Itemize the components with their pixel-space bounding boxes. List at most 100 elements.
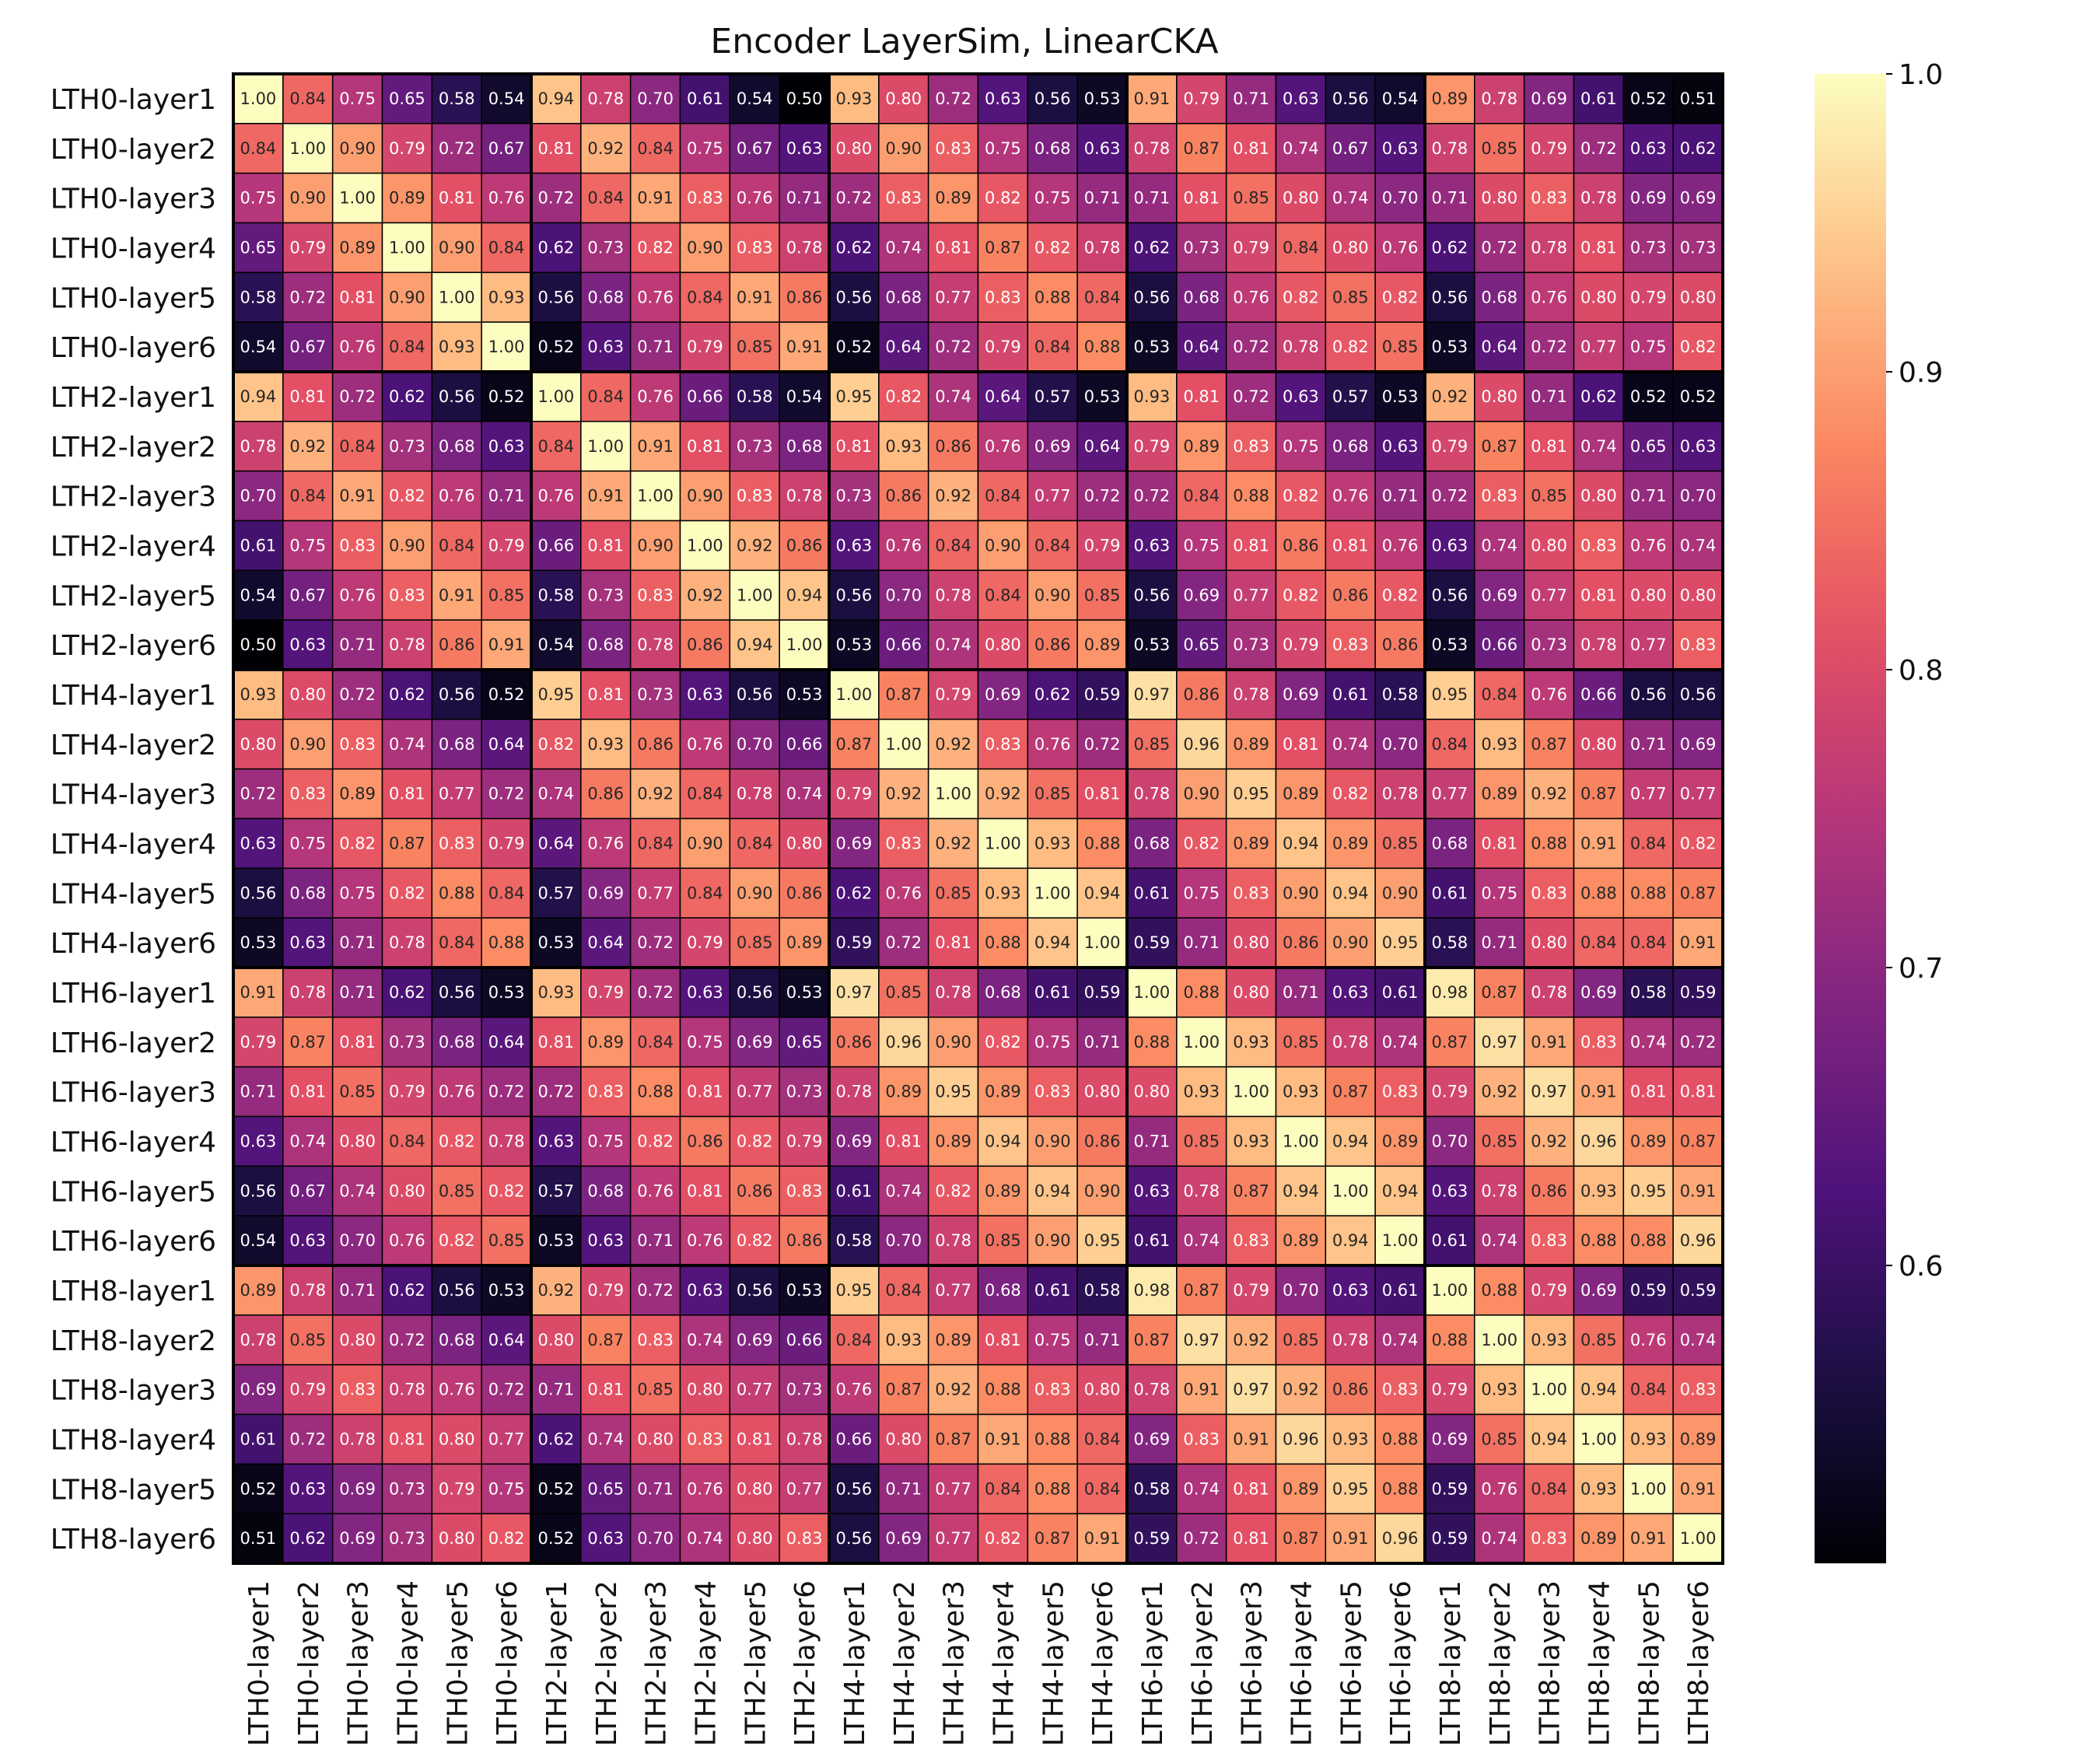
heatmap-cell (1622, 1066, 1674, 1118)
column-tick-label: LTH6-layer1 (1137, 1580, 1169, 1746)
cell-value-label: 0.75 (289, 536, 326, 555)
heatmap-cell (1622, 172, 1674, 224)
cell-value-label: 0.72 (339, 685, 376, 704)
heatmap-cell (1076, 222, 1128, 274)
heatmap-cell (1176, 421, 1227, 472)
heatmap-cell (1573, 719, 1625, 770)
heatmap-cell (927, 917, 979, 968)
cell-value-label: 0.88 (1034, 288, 1071, 306)
heatmap-cell (1176, 123, 1227, 174)
cell-value-label: 1.00 (1481, 1331, 1517, 1349)
cell-value-label: 0.88 (1084, 834, 1121, 852)
heatmap-cell (1573, 1115, 1625, 1167)
heatmap-cell (1126, 1017, 1178, 1068)
cell-value-label: 0.81 (1283, 735, 1319, 754)
cell-value-label: 0.87 (289, 1033, 326, 1052)
heatmap-cell (1275, 719, 1327, 770)
heatmap-cell (679, 1017, 731, 1068)
cell-value-label: 0.91 (1332, 1529, 1369, 1548)
cell-value-label: 1.00 (836, 685, 873, 704)
cell-value-label: 0.77 (1531, 586, 1567, 604)
heatmap-cell (1474, 619, 1525, 670)
heatmap-cell (977, 817, 1029, 870)
heatmap-cell (779, 768, 830, 820)
row-tick-label: LTH8-layer2 (51, 1325, 216, 1357)
cell-value-label: 0.86 (786, 536, 823, 555)
heatmap-cell (282, 421, 334, 472)
heatmap-cell (580, 172, 632, 224)
heatmap-cell (629, 967, 681, 1018)
cell-value-label: 0.86 (1034, 635, 1071, 654)
cell-value-label: 0.54 (240, 586, 277, 604)
heatmap-cell (1523, 619, 1575, 670)
heatmap-cell (1474, 222, 1525, 274)
cell-value-label: 0.69 (1580, 983, 1617, 1002)
cell-value-label: 0.83 (1034, 1381, 1071, 1399)
column-tick-label: LTH0-layer6 (492, 1580, 523, 1746)
heatmap-cell (381, 967, 433, 1018)
cell-value-label: 1.00 (885, 735, 922, 754)
cell-value-label: 1.00 (439, 288, 475, 306)
row-tick-label: LTH4-layer4 (51, 828, 216, 860)
cell-value-label: 0.84 (985, 487, 1021, 506)
heatmap-cell (927, 123, 979, 174)
cell-value-label: 0.91 (637, 189, 674, 208)
cell-value-label: 0.56 (1630, 685, 1667, 704)
cell-value-label: 0.79 (786, 1132, 823, 1150)
cell-value-label: 0.62 (389, 1281, 425, 1300)
cell-value-label: 0.87 (1134, 1331, 1171, 1349)
cell-value-label: 0.83 (1481, 487, 1517, 506)
heatmap-cell (530, 719, 582, 770)
cell-value-label: 0.84 (1481, 685, 1517, 704)
cell-value-label: 0.81 (985, 1331, 1021, 1349)
cell-value-label: 0.61 (240, 1430, 277, 1448)
heatmap-cell (927, 1017, 979, 1068)
cell-value-label: 0.80 (1580, 735, 1617, 754)
cell-value-label: 0.73 (1233, 635, 1269, 654)
heatmap-cell (1176, 1017, 1227, 1068)
cell-value-label: 0.98 (1134, 1281, 1171, 1300)
heatmap-cell (1027, 867, 1078, 919)
heatmap-cell (580, 520, 632, 572)
cell-value-label: 0.75 (339, 89, 376, 108)
cell-value-label: 0.72 (538, 189, 575, 208)
heatmap-cell (1325, 271, 1376, 323)
cell-value-label: 0.88 (637, 1083, 674, 1101)
cell-value-label: 0.71 (1630, 735, 1667, 754)
row-tick-label: LTH4-layer6 (51, 928, 216, 960)
heatmap-cell (927, 569, 979, 621)
cell-value-label: 0.56 (836, 1479, 873, 1498)
row-tick-label: LTH2-layer4 (51, 530, 216, 562)
cell-value-label: 0.63 (587, 1529, 624, 1548)
cell-value-label: 0.51 (240, 1529, 277, 1548)
cell-value-label: 0.79 (1531, 139, 1567, 158)
heatmap-cell (431, 569, 482, 621)
heatmap-cell (679, 321, 731, 373)
column-tick-label: LTH0-layer1 (243, 1580, 275, 1746)
cell-value-label: 0.96 (1580, 1132, 1617, 1150)
row-tick-label: LTH4-layer3 (51, 779, 216, 811)
cell-value-label: 0.80 (339, 1331, 376, 1349)
cell-value-label: 0.56 (439, 1281, 475, 1300)
cell-value-label: 0.73 (1531, 635, 1567, 654)
heatmap-cell (629, 719, 681, 770)
cell-value-label: 0.76 (339, 338, 376, 356)
cell-value-label: 0.84 (538, 437, 575, 456)
heatmap-cell (1622, 421, 1674, 472)
cell-value-label: 0.89 (587, 1033, 624, 1052)
cell-value-label: 0.85 (737, 933, 773, 952)
cell-value-label: 0.84 (1531, 1479, 1567, 1498)
column-tick-label: LTH4-layer1 (839, 1580, 871, 1746)
cell-value-label: 0.78 (1580, 635, 1617, 654)
cell-value-label: 0.88 (1580, 884, 1617, 902)
cell-value-label: 0.78 (1233, 685, 1269, 704)
heatmap-cell (282, 867, 334, 919)
cell-value-label: 0.63 (1630, 139, 1667, 158)
cell-value-label: 0.92 (935, 487, 971, 506)
heatmap-cell (779, 421, 830, 472)
cell-value-label: 0.72 (339, 387, 376, 406)
cell-value-label: 0.89 (1680, 1430, 1717, 1448)
heatmap-cell (1424, 470, 1475, 522)
cell-value-label: 0.62 (836, 238, 873, 257)
heatmap-cell (580, 1066, 632, 1118)
